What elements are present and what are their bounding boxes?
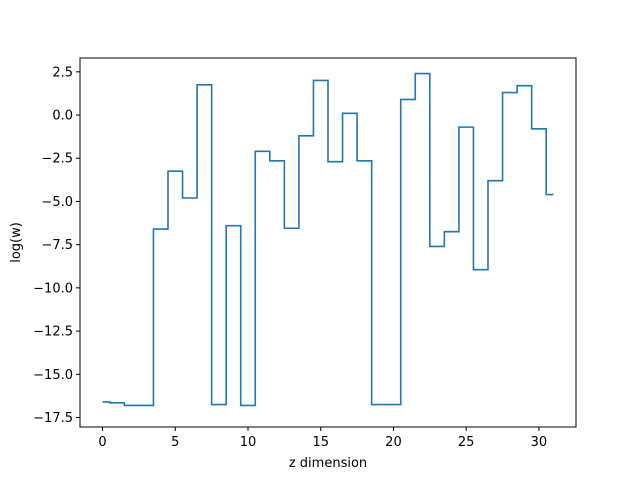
y-axis-label: log(w) [9, 222, 24, 263]
series-line [102, 72, 554, 407]
y-tick-label: −7.5 [41, 238, 73, 253]
x-tick-label: 10 [240, 435, 257, 450]
axes-frame [79, 57, 577, 428]
y-tick-label: 0.0 [52, 109, 73, 124]
x-tick-label: 20 [385, 435, 402, 450]
y-tick-label: −15.0 [33, 368, 73, 383]
x-tick-label: 30 [531, 435, 548, 450]
x-tick-label: 25 [458, 435, 475, 450]
x-tick-label: 5 [171, 435, 179, 450]
x-tick-label: 15 [312, 435, 329, 450]
y-tick-label: −10.0 [33, 281, 73, 296]
y-tick-label: −2.5 [41, 152, 73, 167]
x-tick-label: 0 [98, 435, 106, 450]
y-tick-label: −5.0 [41, 195, 73, 210]
y-tick-label: −12.5 [33, 325, 73, 340]
y-tick-label: 2.5 [52, 65, 73, 80]
y-tick-label: −17.5 [33, 411, 73, 426]
ticks: 0 5 10 15 20 25 30 2.5 0.0 −2.5 −5.0 −7.5 −10.0 −12.5… [33, 65, 547, 450]
plot-area [102, 72, 554, 407]
x-axis-label: z dimension [289, 456, 367, 471]
